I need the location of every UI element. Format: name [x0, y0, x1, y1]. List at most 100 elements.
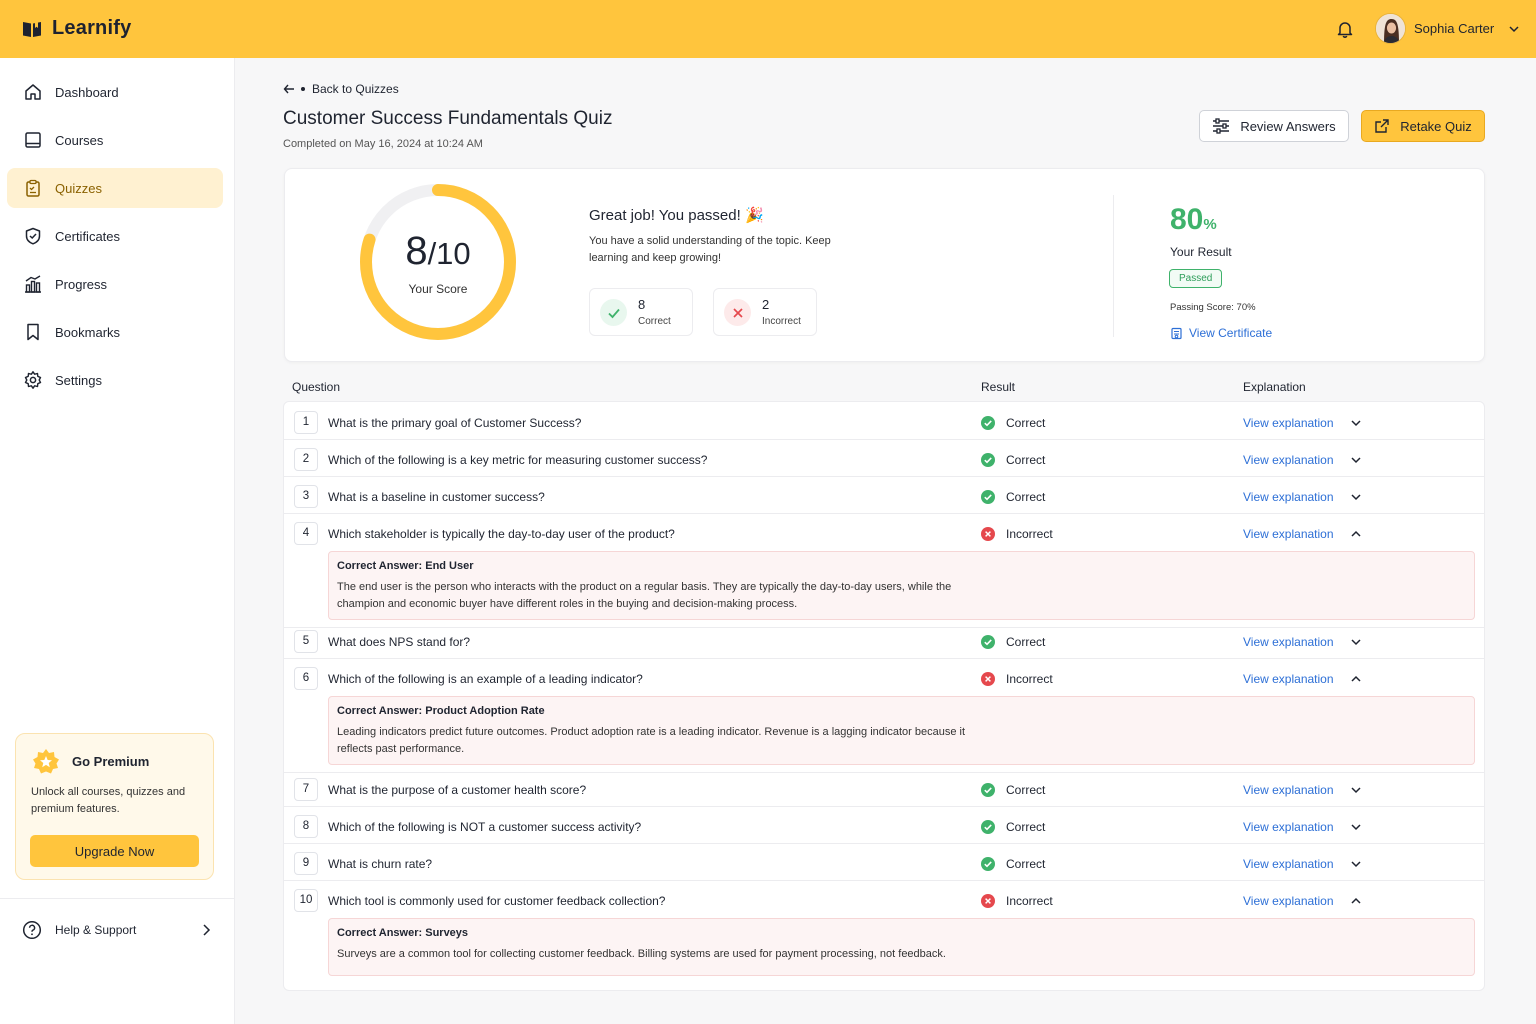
- sidebar-item-dashboard[interactable]: Dashboard: [7, 72, 223, 112]
- chevron-down-icon[interactable]: [1350, 491, 1362, 503]
- result-headline: Great job! You passed! 🎉: [589, 207, 764, 224]
- view-explanation-link[interactable]: View explanation: [1243, 820, 1334, 834]
- result-text: Correct: [1006, 453, 1046, 467]
- clipboard-icon: [26, 179, 40, 197]
- check-circle-icon: [981, 857, 995, 871]
- view-explanation-link[interactable]: View explanation: [1243, 635, 1334, 649]
- sidebar-item-label: Quizzes: [55, 180, 102, 196]
- sidebar-item-courses[interactable]: Courses: [7, 120, 223, 160]
- question-text: Which of the following is an example of …: [328, 672, 643, 686]
- correct-answer: Correct Answer: Product Adoption Rate: [337, 705, 545, 717]
- question-number: 1: [294, 411, 318, 434]
- help-support-link[interactable]: Help & Support: [22, 918, 217, 942]
- sidebar-item-label: Progress: [55, 276, 108, 292]
- view-explanation-link[interactable]: View explanation: [1243, 857, 1334, 871]
- explanation-panel: Correct Answer: Product Adoption Rate Le…: [328, 696, 1475, 765]
- question-number: 8: [294, 815, 318, 838]
- retake-quiz-button[interactable]: Retake Quiz: [1361, 110, 1485, 142]
- view-explanation-link[interactable]: View explanation: [1243, 672, 1334, 686]
- result-description: You have a solid understanding of the to…: [589, 235, 831, 264]
- chevron-down-icon[interactable]: [1350, 821, 1362, 833]
- questions-table: 1 What is the primary goal of Customer Su…: [283, 401, 1485, 991]
- view-certificate-link[interactable]: View Certificate: [1170, 326, 1272, 340]
- gear-icon: [24, 371, 42, 389]
- back-to-quizzes-link[interactable]: Back to Quizzes: [283, 82, 399, 96]
- question-number: 9: [294, 852, 318, 875]
- table-row: 10 Which tool is commonly used for custom…: [284, 880, 1484, 983]
- result-text: Correct: [1006, 783, 1046, 797]
- chevron-down-icon[interactable]: [1350, 636, 1362, 648]
- external-link-icon: [1375, 119, 1389, 133]
- premium-description: Unlock all courses, quizzes and premium …: [31, 786, 186, 815]
- card-divider: [1113, 195, 1114, 337]
- home-icon: [25, 84, 41, 100]
- sidebar-item-label: Bookmarks: [55, 324, 121, 340]
- column-header-question: Question: [292, 380, 341, 394]
- review-answers-label: Review Answers: [1240, 118, 1336, 134]
- table-row: 1 What is the primary goal of Customer Su…: [284, 402, 1484, 439]
- status-badge: Passed: [1169, 269, 1223, 288]
- chevron-down-icon[interactable]: [1350, 858, 1362, 870]
- question-number: 10: [294, 889, 318, 912]
- table-row: 7 What is the purpose of a customer healt…: [284, 769, 1484, 806]
- sidebar-item-certificates[interactable]: Certificates: [7, 216, 223, 256]
- review-answers-button[interactable]: Review Answers: [1199, 110, 1349, 142]
- question-text: What does NPS stand for?: [328, 635, 471, 649]
- book-icon: [25, 132, 41, 148]
- table-row: 4 Which stakeholder is typically the day-…: [284, 513, 1484, 627]
- x-circle-icon: [981, 894, 995, 908]
- incorrect-stat: 2 Incorrect: [713, 288, 817, 336]
- sidebar-item-bookmarks[interactable]: Bookmarks: [7, 312, 223, 352]
- sidebar: Dashboard Courses Quizzes Certificates P…: [0, 58, 235, 1024]
- chevron-down-icon[interactable]: [1350, 417, 1362, 429]
- chevron-down-icon[interactable]: [1508, 23, 1520, 35]
- percent-sign: %: [1203, 216, 1217, 233]
- upgrade-now-button[interactable]: Upgrade Now: [30, 835, 199, 867]
- check-circle-icon: [981, 416, 995, 430]
- result-text: Correct: [1006, 635, 1046, 649]
- check-circle-icon: [981, 490, 995, 504]
- row-divider: [284, 880, 1484, 881]
- view-explanation-link[interactable]: View explanation: [1243, 453, 1334, 467]
- row-divider: [284, 843, 1484, 844]
- view-explanation-link[interactable]: View explanation: [1243, 783, 1334, 797]
- view-explanation-link[interactable]: View explanation: [1243, 527, 1334, 541]
- chevron-up-icon[interactable]: [1350, 895, 1362, 907]
- bell-icon[interactable]: [1335, 19, 1355, 39]
- result-percent: 80%: [1170, 203, 1217, 237]
- check-icon: [600, 299, 627, 326]
- view-explanation-link[interactable]: View explanation: [1243, 894, 1334, 908]
- row-divider: [284, 806, 1484, 807]
- brand[interactable]: Learnify: [22, 17, 131, 40]
- chevron-down-icon[interactable]: [1350, 454, 1362, 466]
- sidebar-item-quizzes[interactable]: Quizzes: [7, 168, 223, 208]
- sliders-icon: [1213, 118, 1230, 134]
- question-number: 5: [294, 630, 318, 653]
- star-badge-icon: [33, 749, 59, 774]
- retake-quiz-label: Retake Quiz: [1400, 118, 1472, 134]
- incorrect-label: Incorrect: [762, 316, 801, 327]
- help-circle-icon: [22, 920, 42, 940]
- brand-name: Learnify: [52, 17, 132, 39]
- user-menu[interactable]: Sophia Carter: [1375, 13, 1520, 44]
- view-explanation-link[interactable]: View explanation: [1243, 490, 1334, 504]
- chevron-down-icon[interactable]: [1350, 784, 1362, 796]
- result-text: Incorrect: [1006, 672, 1053, 686]
- correct-stat: 8 Correct: [589, 288, 693, 336]
- x-circle-icon: [981, 672, 995, 686]
- question-text: Which stakeholder is typically the day-t…: [328, 527, 675, 541]
- result-text: Correct: [1006, 490, 1046, 504]
- chevron-up-icon[interactable]: [1350, 673, 1362, 685]
- view-explanation-link[interactable]: View explanation: [1243, 416, 1334, 430]
- sidebar-item-settings[interactable]: Settings: [7, 360, 223, 400]
- sidebar-item-progress[interactable]: Progress: [7, 264, 223, 304]
- table-row: 8 Which of the following is NOT a custome…: [284, 806, 1484, 843]
- question-text: Which tool is commonly used for customer…: [328, 894, 666, 908]
- score-total: /10: [427, 236, 471, 271]
- result-text: Correct: [1006, 857, 1046, 871]
- chevron-up-icon[interactable]: [1350, 528, 1362, 540]
- book-logo-icon: [23, 21, 41, 37]
- question-number: 2: [294, 448, 318, 471]
- check-circle-icon: [981, 820, 995, 834]
- your-result-label: Your Result: [1170, 245, 1232, 259]
